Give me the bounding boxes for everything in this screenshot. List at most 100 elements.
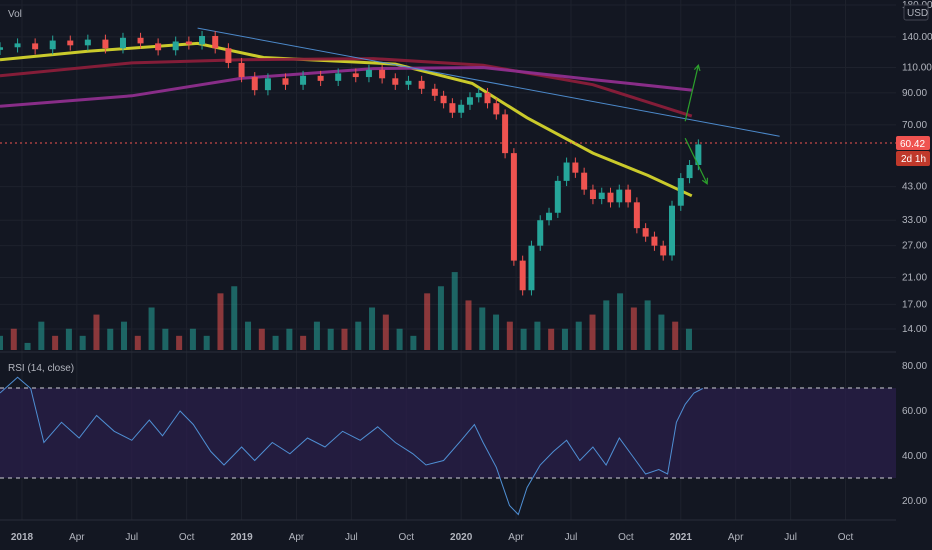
volume-bar [148, 307, 155, 350]
candle-body [633, 202, 640, 229]
volume-bar [203, 335, 210, 350]
moving-average-line [0, 41, 693, 198]
rsi-axis[interactable]: 80.00 60.00 40.00 20.00 [902, 361, 927, 507]
volume-bar [162, 328, 169, 350]
time-axis-label: Jul [565, 532, 578, 543]
candle-body [137, 37, 144, 44]
price-axis-label: 43.00 [902, 182, 927, 193]
volume-bar [589, 314, 596, 350]
time-axis-label: Jul [784, 532, 797, 543]
volume-bar [107, 328, 114, 350]
candle-body [67, 40, 74, 46]
candle-body [554, 180, 561, 213]
candle-body [84, 39, 91, 46]
volume-bar [52, 335, 59, 350]
volume-bar [630, 307, 637, 350]
annotation-arrow [684, 65, 699, 122]
rsi-axis-label: 20.00 [902, 496, 927, 507]
candle-body [251, 77, 258, 91]
volume-bar [369, 307, 376, 350]
volume-bar [313, 321, 320, 350]
candle-body [282, 78, 289, 85]
price-axis-label: 14.00 [902, 324, 927, 335]
volume-bar [617, 293, 624, 350]
candle-body [102, 39, 109, 49]
price-axis-label: 110.00 [902, 62, 932, 73]
candle-body [352, 73, 359, 78]
candle-body [686, 164, 693, 179]
volume-bar [231, 286, 238, 350]
volume-bar [644, 300, 651, 350]
main-pane[interactable] [0, 27, 896, 350]
candle-body [14, 43, 21, 48]
volume-bar [493, 314, 500, 350]
volume-bar [575, 321, 582, 350]
candle-body [669, 205, 675, 256]
volume-bar [93, 314, 100, 350]
rsi-pane[interactable]: RSI (14, close) [0, 363, 896, 516]
moving-average-line [197, 27, 780, 137]
candle-body [598, 192, 605, 200]
volume-bar [396, 328, 403, 350]
volume-bar [520, 328, 527, 350]
volume-bar [506, 321, 513, 350]
volume-bar [355, 321, 362, 350]
candle-body [449, 103, 456, 113]
time-axis[interactable]: 2018 Apr Jul Oct 2019 Apr Jul Oct 2020 Apr Jul Oct 2… [0, 519, 896, 543]
volume-bars [0, 272, 692, 350]
moving-averages [0, 27, 780, 198]
annotation-arrowhead [693, 63, 701, 72]
candle-body [660, 245, 667, 256]
volume-bar [258, 328, 265, 350]
countdown-tag: 2d 1h [896, 151, 930, 166]
candle-body [625, 189, 632, 203]
rsi-axis-label: 80.00 [902, 361, 927, 372]
candle-body [119, 37, 126, 49]
volume-bar [451, 272, 458, 350]
time-axis-label: 2018 [11, 532, 34, 543]
candle-body [581, 172, 588, 190]
currency-badge[interactable]: USD [903, 4, 929, 21]
volume-label: Vol [8, 9, 22, 20]
volume-bar [189, 328, 196, 350]
price-axis-label: 33.00 [902, 215, 927, 226]
candle-body [405, 80, 412, 85]
time-axis-label: 2020 [450, 532, 473, 543]
candle-body [0, 47, 3, 50]
candle-body [440, 95, 447, 104]
volume-bar [65, 328, 72, 350]
volume-bar [217, 293, 224, 350]
candle-body [589, 189, 596, 200]
volume-bar [286, 328, 293, 350]
candle-body [458, 104, 465, 113]
candle-body [199, 35, 206, 45]
volume-bar [341, 328, 348, 350]
last-price-value: 60.42 [900, 139, 925, 150]
rsi-label: RSI (14, close) [8, 363, 74, 374]
volume-bar [534, 321, 541, 350]
volume-bar [465, 300, 472, 350]
volume-bar [10, 328, 17, 350]
moving-average-line [0, 65, 692, 108]
volume-bar [24, 342, 31, 350]
annotation-arrows [684, 63, 709, 185]
candle-body [238, 62, 245, 78]
candle-body [49, 40, 56, 50]
candle-body [392, 78, 399, 85]
candles [0, 31, 702, 296]
candle-body [185, 41, 192, 45]
price-axis-label: 17.00 [902, 299, 927, 310]
candle-body [651, 236, 658, 246]
candle-body [537, 220, 544, 246]
candle-body [365, 69, 372, 78]
candle-body [563, 162, 570, 181]
candle-body [677, 178, 684, 206]
volume-bar [327, 328, 334, 350]
volume-bar [658, 314, 665, 350]
rsi-axis-label: 40.00 [902, 451, 927, 462]
volume-bar [410, 335, 417, 350]
volume-bar [561, 328, 568, 350]
volume-bar [38, 321, 45, 350]
volume-bar [272, 335, 279, 350]
